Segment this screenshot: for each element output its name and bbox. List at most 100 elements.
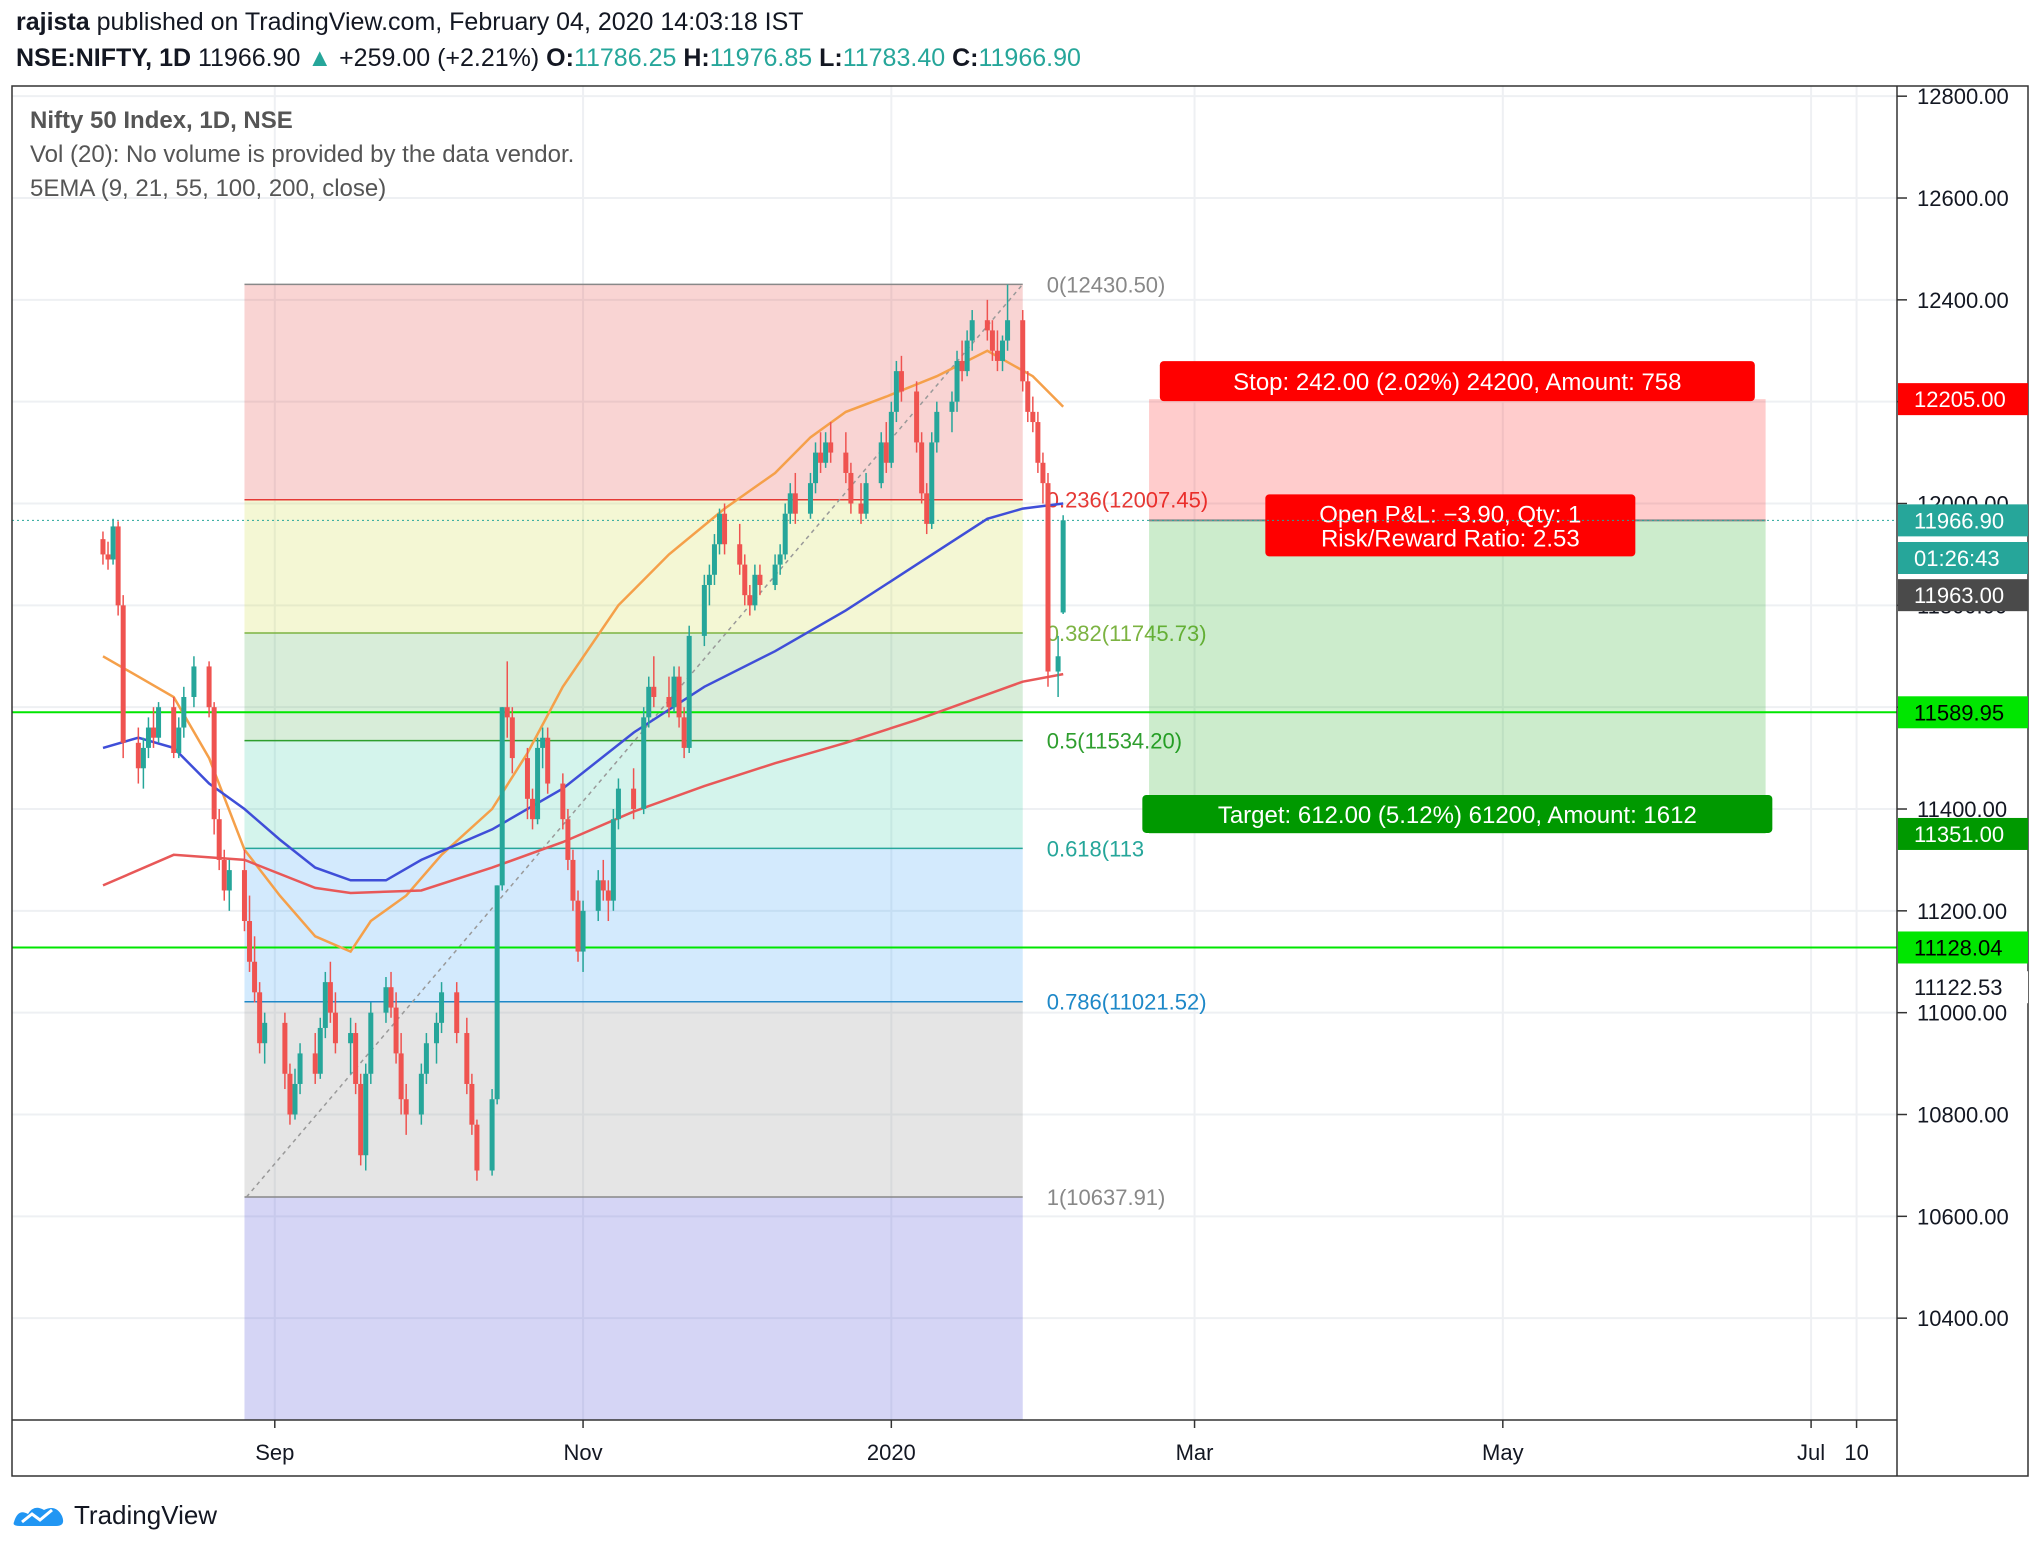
stop-label[interactable]: Stop: 242.00 (2.02%) 24200, Amount: 758 bbox=[1159, 361, 1755, 402]
price-axis-label[interactable]: 12205.00 bbox=[1898, 383, 2028, 416]
candle bbox=[858, 483, 864, 524]
candle bbox=[292, 1068, 298, 1120]
candle-body bbox=[489, 1099, 495, 1171]
candle bbox=[171, 696, 177, 759]
candle bbox=[469, 1073, 475, 1135]
candle bbox=[651, 656, 657, 708]
price-axis-label-text: 11963.00 bbox=[1914, 583, 2004, 608]
price-tick-label: 11000.00 bbox=[1917, 1001, 2007, 1026]
candle bbox=[752, 564, 758, 611]
candle-body bbox=[818, 452, 824, 463]
time-axis[interactable]: Sep Nov 2020 Mar May Jul 10 bbox=[255, 1420, 1869, 1465]
candle bbox=[287, 1063, 293, 1125]
candle-body bbox=[969, 320, 975, 341]
candle bbox=[524, 747, 530, 820]
price-axis-label-bg bbox=[1898, 696, 2028, 729]
candle-body bbox=[813, 452, 819, 484]
candle bbox=[1005, 284, 1011, 351]
candle-body bbox=[156, 707, 162, 738]
candle bbox=[241, 849, 247, 932]
legend-ema: 5EMA (9, 21, 55, 100, 200, close) bbox=[30, 175, 386, 202]
fib-level-label: 0(12430.50) bbox=[1047, 272, 1166, 297]
candle-body bbox=[807, 483, 813, 514]
candle bbox=[120, 595, 126, 759]
candle-body bbox=[666, 696, 672, 708]
pnl-label-text: Risk/Reward Ratio: 2.53 bbox=[1321, 525, 1580, 552]
candle-body bbox=[257, 992, 263, 1044]
price-axis-label[interactable]: 11351.00 bbox=[1898, 817, 2028, 850]
price-axis-label[interactable]: 01:26:43 bbox=[1898, 541, 2028, 574]
price-axis[interactable]: 10400.00 10600.00 10800.00 11000.00 11200.00… bbox=[1897, 84, 2028, 1331]
candle bbox=[499, 707, 505, 891]
price-tick-label: 11400.00 bbox=[1917, 797, 2007, 822]
fib-level-label: 0.618(113 bbox=[1047, 836, 1144, 861]
candle-body bbox=[747, 595, 753, 606]
candle-body bbox=[545, 737, 551, 784]
candle bbox=[100, 531, 106, 565]
candle bbox=[848, 462, 854, 514]
candle bbox=[823, 432, 829, 468]
candle-body bbox=[348, 1033, 354, 1044]
candle bbox=[994, 330, 1000, 372]
fib-band bbox=[244, 848, 1023, 1002]
tradingview-footer[interactable]: TradingView bbox=[12, 1498, 217, 1532]
candle-body bbox=[641, 717, 647, 810]
candle bbox=[489, 1089, 495, 1176]
short-position-tool[interactable]: Stop: 242.00 (2.02%) 24200, Amount: 758 O… bbox=[1142, 361, 1773, 834]
candle-body bbox=[560, 783, 566, 820]
candle-body bbox=[994, 350, 1000, 361]
candle-body bbox=[1020, 320, 1026, 382]
time-tick-label: 2020 bbox=[867, 1440, 916, 1465]
candle bbox=[686, 625, 692, 753]
candle bbox=[818, 432, 824, 473]
horizontal-lines[interactable] bbox=[12, 519, 1897, 949]
candle-body bbox=[1035, 422, 1041, 463]
candle-body bbox=[1055, 656, 1061, 672]
candle bbox=[777, 544, 783, 575]
price-axis-label[interactable]: 11128.04 bbox=[1898, 931, 2028, 964]
candle bbox=[646, 676, 652, 728]
open-label: O: bbox=[546, 44, 574, 72]
candle bbox=[418, 1063, 424, 1125]
price-axis-label[interactable]: 11963.00 bbox=[1898, 579, 2028, 612]
stop-label-bg bbox=[1159, 361, 1755, 402]
candle-body bbox=[282, 1022, 288, 1074]
candle-body bbox=[176, 727, 182, 753]
price-axis-label[interactable]: 11122.53 bbox=[1898, 971, 2028, 1004]
candle-body bbox=[292, 1083, 298, 1115]
candle-body bbox=[474, 1124, 480, 1171]
price-axis-label[interactable]: 11589.95 bbox=[1898, 696, 2028, 729]
candle bbox=[252, 936, 258, 1003]
target-label[interactable]: Target: 612.00 (5.12%) 61200, Amount: 16… bbox=[1142, 794, 1773, 833]
candle bbox=[676, 666, 682, 728]
candle bbox=[949, 391, 955, 433]
candle bbox=[348, 1017, 354, 1074]
candle-body bbox=[504, 707, 510, 718]
candle bbox=[221, 849, 227, 901]
price-axis-label-text: 11966.90 bbox=[1914, 508, 2004, 533]
candle-body bbox=[848, 472, 854, 504]
candle bbox=[1000, 335, 1006, 372]
price-axis-label[interactable]: 11966.90 bbox=[1898, 504, 2028, 537]
candle bbox=[919, 432, 925, 504]
candle-body bbox=[211, 707, 217, 820]
candle bbox=[813, 442, 819, 494]
candle-body bbox=[221, 859, 227, 891]
candle bbox=[332, 992, 338, 1054]
candle bbox=[464, 1017, 470, 1095]
candle-body bbox=[959, 360, 965, 372]
candle bbox=[494, 885, 500, 1105]
open-value: 11786.25 bbox=[573, 44, 677, 72]
candle-body bbox=[615, 788, 621, 820]
candle bbox=[1025, 371, 1031, 423]
ohlc-header: NSE:NIFTY, 1D 11966.90 ▲ +259.00 (+2.21%… bbox=[16, 44, 1081, 73]
author-name[interactable]: rajista bbox=[16, 8, 90, 36]
candle-body bbox=[701, 584, 707, 636]
candle-body bbox=[575, 900, 581, 952]
candle bbox=[363, 1063, 369, 1171]
legend-volume: Vol (20): No volume is provided by the d… bbox=[30, 141, 574, 168]
price-axis-label-bg bbox=[1898, 817, 2028, 850]
fib-retracement[interactable]: 0(12430.50) 0.236(12007.45) 0.382(11745.73… bbox=[244, 272, 1208, 1420]
